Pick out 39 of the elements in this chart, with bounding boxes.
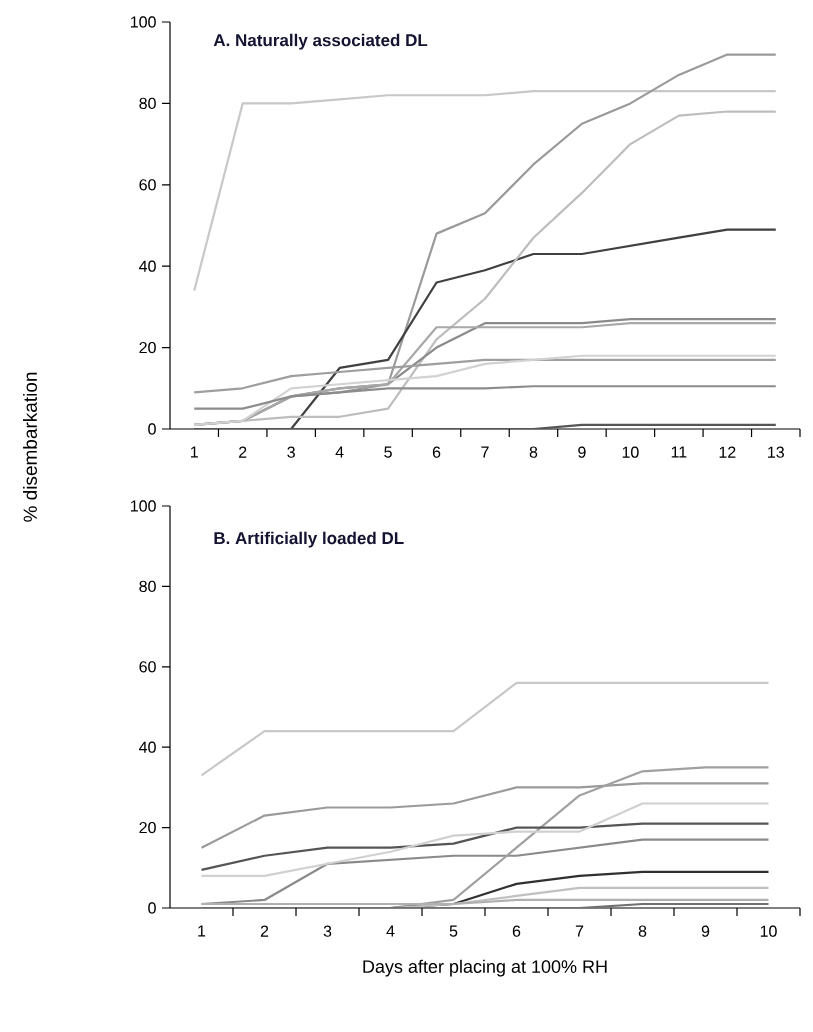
- x-tick-label: 13: [768, 446, 784, 458]
- x-tick-label: 9: [701, 925, 710, 937]
- y-tick-label: 60: [139, 661, 156, 673]
- y-axis-title: % disembarkation: [23, 372, 37, 522]
- y-tick-label: 20: [139, 341, 156, 354]
- y-tick-label: 100: [130, 500, 156, 512]
- x-tick-label: 3: [287, 446, 295, 458]
- y-tick-label: 0: [148, 423, 156, 435]
- x-tick-label: 8: [529, 446, 538, 458]
- x-tick-label: 3: [323, 925, 332, 937]
- x-axis-title: Days after placing at 100% RH: [363, 959, 607, 977]
- text: B. Artificially loaded DL: [214, 531, 404, 548]
- x-tick-label: 10: [622, 446, 639, 458]
- x-tick-label: 2: [239, 446, 247, 458]
- y-tick-label: 0: [148, 902, 156, 914]
- x-tick-label: 6: [512, 925, 521, 937]
- y-tick-label: 60: [139, 179, 156, 191]
- y-tick-label: 20: [139, 821, 156, 834]
- x-tick-label: 8: [638, 925, 647, 937]
- x-tick-label: 7: [575, 925, 584, 937]
- x-tick-label: 10: [760, 925, 777, 937]
- x-tick-label: 2: [260, 925, 269, 937]
- y-tick-label: 80: [139, 97, 156, 110]
- y-tick-label: 40: [139, 741, 156, 753]
- x-tick-label: 1: [198, 925, 206, 937]
- x-tick-label: 5: [449, 925, 458, 937]
- x-tick-label: 4: [335, 446, 344, 458]
- x-tick-label: 5: [384, 446, 392, 458]
- y-tick-label: 40: [139, 260, 156, 272]
- y-tick-label: 80: [139, 580, 156, 593]
- x-tick-label: 7: [481, 446, 489, 458]
- x-tick-label: 1: [191, 446, 198, 458]
- x-tick-label: 6: [432, 446, 441, 458]
- y-tick-label: 100: [130, 16, 156, 28]
- x-tick-label: 12: [719, 446, 736, 458]
- x-tick-label: 9: [578, 446, 586, 458]
- x-tick-label: 4: [386, 925, 395, 937]
- x-tick-label: 11: [671, 446, 687, 458]
- text: A. Naturally associated DL: [213, 33, 428, 50]
